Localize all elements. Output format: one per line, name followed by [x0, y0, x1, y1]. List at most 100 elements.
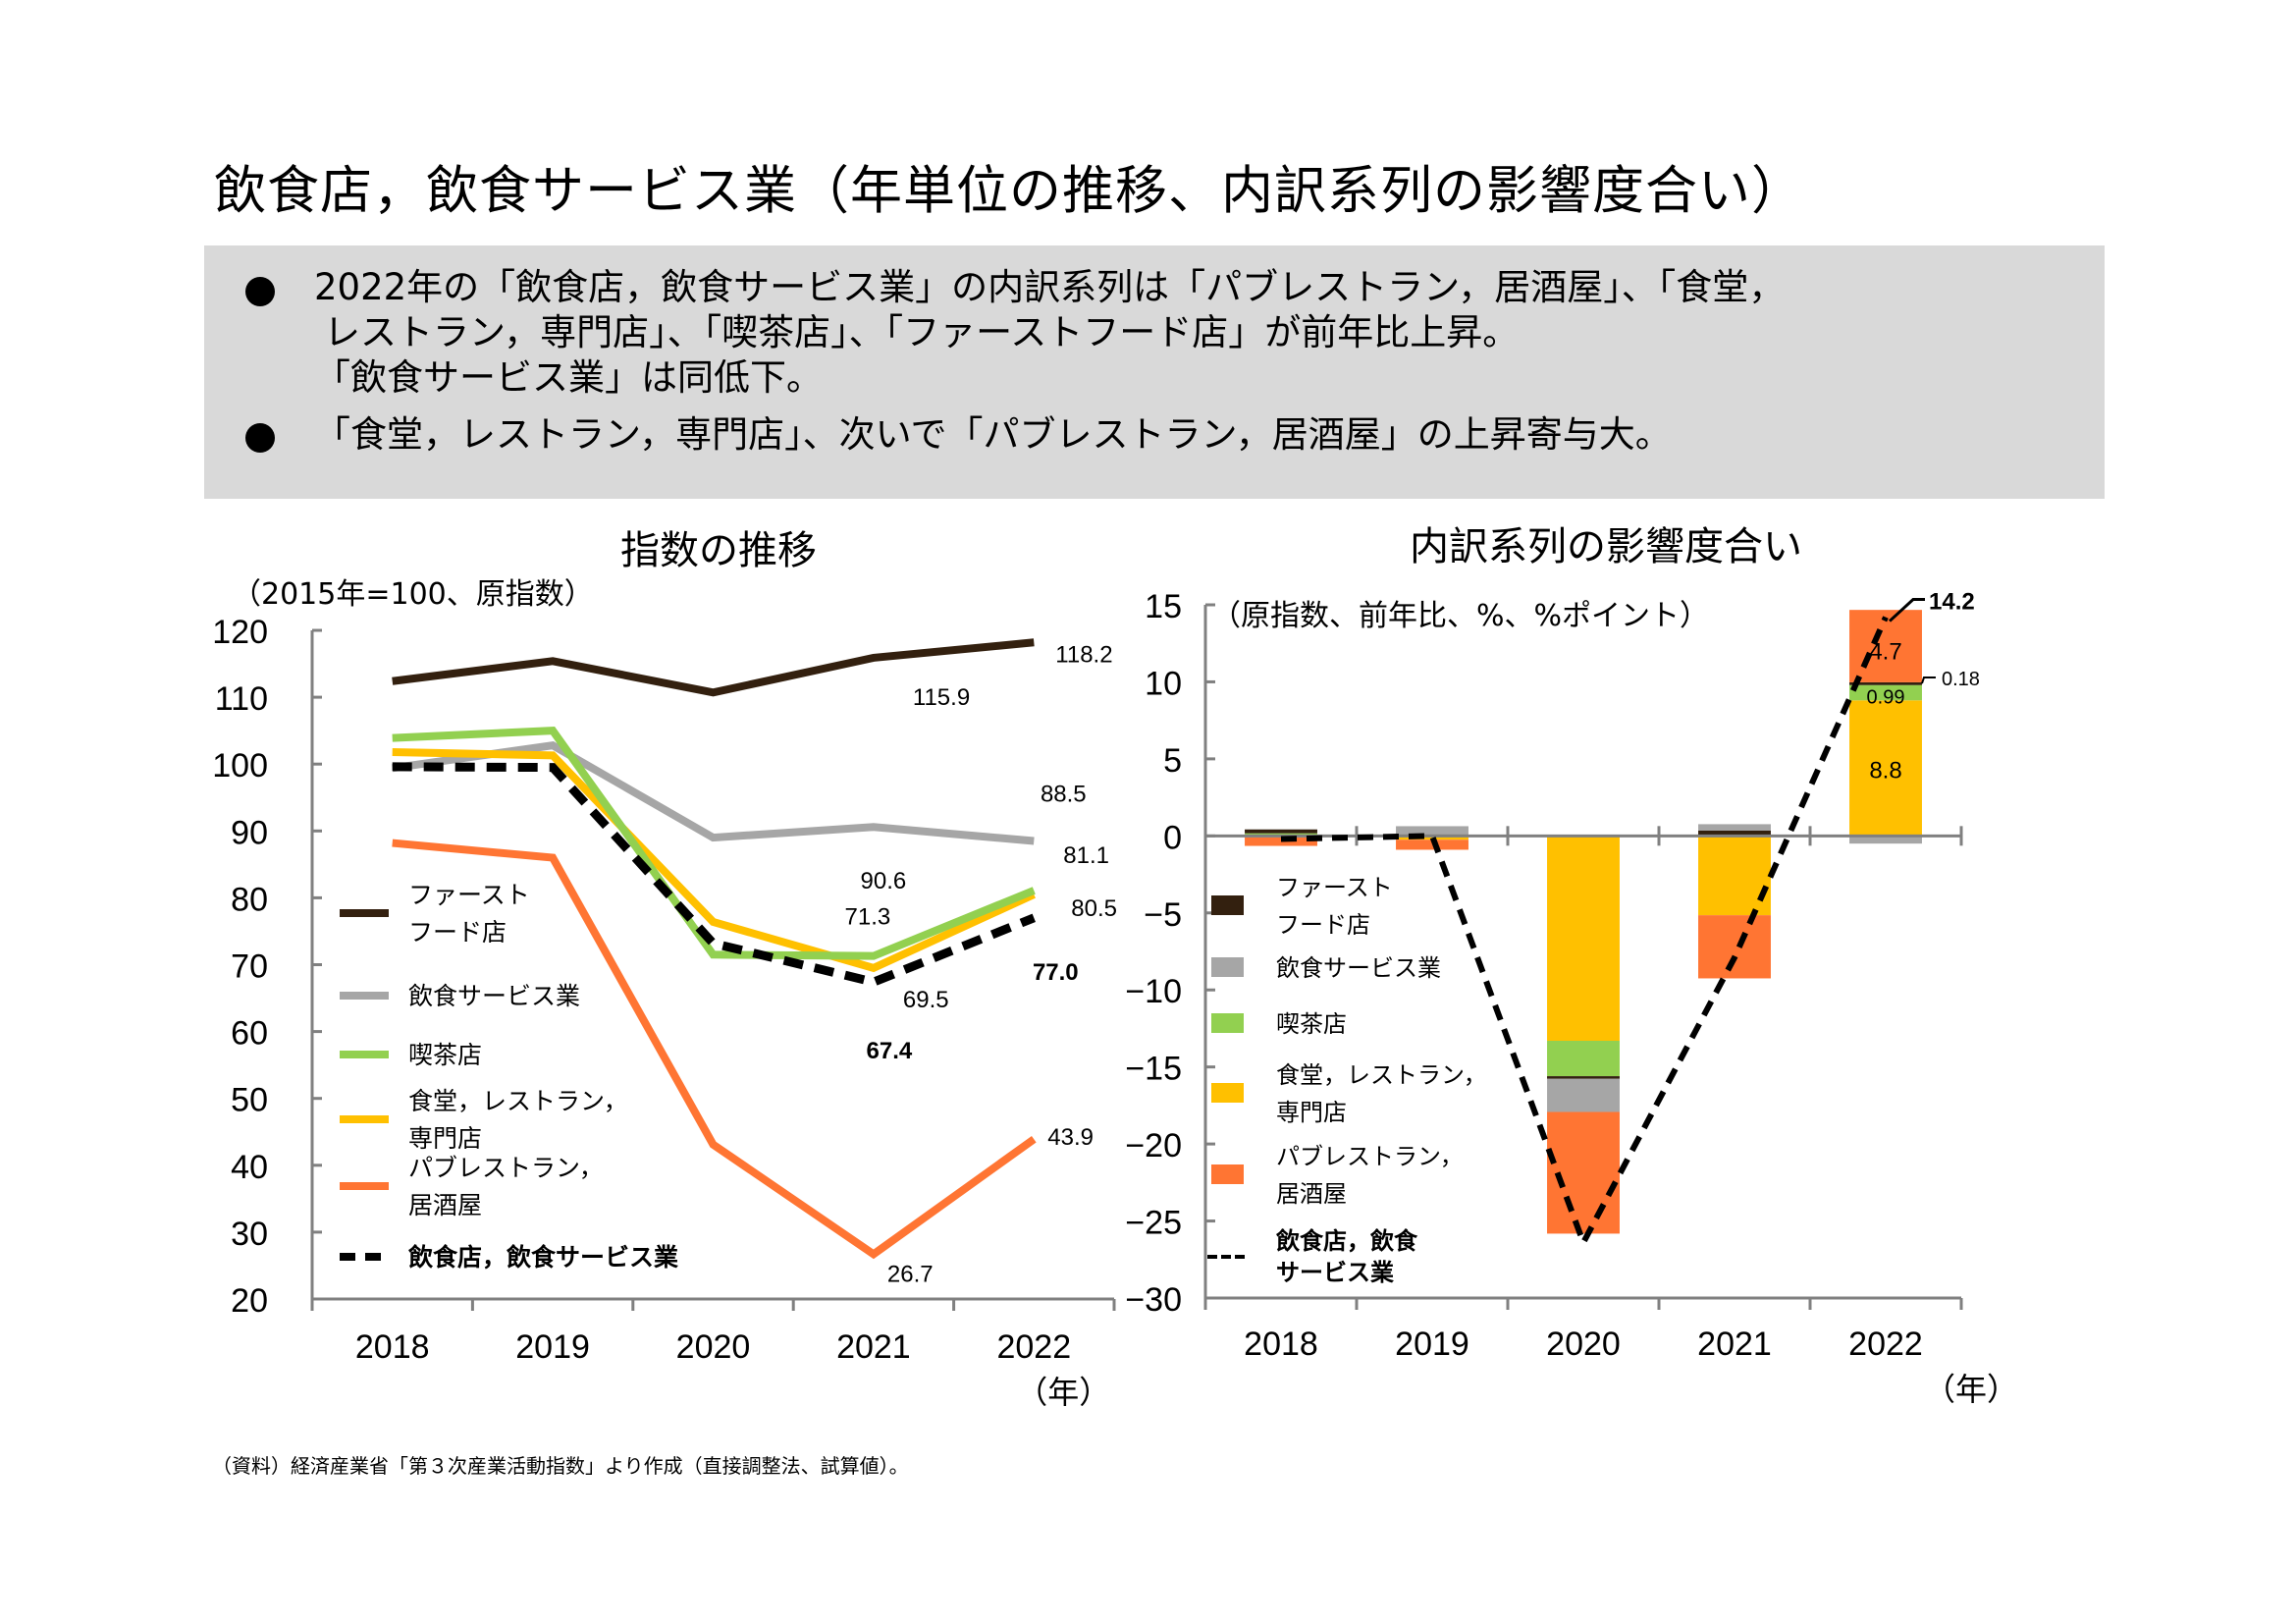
x-axis-label: （年）: [1924, 1372, 2018, 1407]
bar-segment-pub: [1849, 610, 1922, 682]
legend-label-pub: 居酒屋: [408, 1192, 482, 1219]
data-label: 77.0: [1033, 959, 1079, 986]
y-tick-label: 15: [1145, 588, 1182, 625]
bar-segment-cafe: [1849, 684, 1922, 701]
legend-label-total: サービス業: [1276, 1260, 1394, 1286]
legend-label-fast_food: フード店: [1276, 912, 1370, 939]
data-label: 115.9: [913, 684, 970, 711]
y-tick-label: −15: [1125, 1051, 1182, 1088]
legend-label-total: 飲食店，飲食: [1275, 1227, 1418, 1255]
y-tick-label: 20: [231, 1282, 268, 1320]
legend-label-fast_food: ファースト: [408, 882, 530, 909]
legend-label-pub: パブレストラン，: [408, 1155, 604, 1182]
y-tick-label: −10: [1125, 973, 1182, 1010]
bar-segment-food_service: [1547, 1078, 1620, 1112]
data-label: 26.7: [887, 1261, 934, 1287]
bar-segment-pub: [1396, 839, 1468, 850]
data-label: 81.1: [1063, 842, 1109, 869]
x-axis-label: （年）: [1016, 1375, 1110, 1410]
series-line-total: [392, 762, 1036, 987]
data-label: 0.99: [1867, 687, 1905, 709]
series-line-total: [1280, 616, 1889, 1250]
legend-swatch-restaurant: [1211, 1083, 1244, 1103]
data-label: 67.4: [867, 1038, 913, 1064]
x-tick-label: 2018: [1244, 1326, 1318, 1363]
page-title: 飲食店，飲食サービス業（年単位の推移、内訳系列の影響度合い）: [214, 161, 1804, 221]
legend-label-pub: パブレストラン，: [1276, 1144, 1464, 1170]
bar-segment-restaurant: [1396, 836, 1468, 840]
y-tick-label: 5: [1163, 742, 1182, 780]
legend-label-cafe: 喫茶店: [1276, 1011, 1347, 1038]
y-tick-label: −20: [1125, 1127, 1182, 1164]
legend-swatch-pub: [1211, 1164, 1244, 1184]
x-tick-label: 2021: [836, 1328, 911, 1366]
legend-label-food_service: 飲食サービス業: [408, 983, 580, 1010]
legend-label-fast_food: フード店: [408, 919, 507, 947]
series-line-fast_food: [392, 638, 1035, 697]
x-tick-label: 2021: [1697, 1326, 1772, 1363]
bar-segment-fast_food: [1245, 829, 1317, 834]
data-label: 14.2: [1929, 589, 1975, 616]
right-chart-unit-note: （原指数、前年比、%、%ポイント）: [1211, 599, 1710, 633]
legend-label-restaurant: 食堂，レストラン，: [408, 1088, 628, 1115]
y-tick-label: 110: [215, 680, 268, 718]
bar-segment-cafe: [1245, 833, 1317, 836]
legend-label-cafe: 喫茶店: [408, 1042, 482, 1069]
x-tick-label: 2022: [1848, 1326, 1923, 1363]
data-label: 69.5: [903, 987, 949, 1013]
x-tick-label: 2019: [515, 1328, 590, 1366]
y-tick-label: 70: [231, 948, 268, 986]
series-line-pub: [392, 839, 1037, 1260]
summary-line: レストラン，専門店」、「喫茶店」、「ファーストフード店」が前年比上昇。: [324, 311, 1520, 353]
y-tick-label: 120: [212, 614, 268, 651]
bullet-icon: [245, 277, 275, 306]
y-tick-label: 40: [231, 1149, 268, 1186]
legend-label-restaurant: 専門店: [1276, 1100, 1347, 1126]
bar-segment-food_service: [1396, 826, 1468, 835]
legend-label-restaurant: 専門店: [408, 1125, 482, 1153]
left-chart-title: 指数の推移: [620, 528, 817, 573]
leader-line: [1888, 598, 1925, 623]
bullet-icon: [245, 423, 275, 453]
bar-segment-restaurant: [1849, 700, 1922, 837]
y-tick-label: −25: [1125, 1205, 1182, 1242]
y-tick-label: 80: [231, 881, 268, 918]
summary-line: 「飲食サービス業」は同低下。: [314, 356, 823, 399]
summary-box: 2022年の「飲食店，飲食サービス業」の内訳系列は「パブレストラン，居酒屋」、「…: [204, 245, 2105, 499]
bar-segment-food_service: [1698, 824, 1771, 831]
data-label: 4.7: [1869, 638, 1901, 665]
y-tick-label: 90: [231, 814, 268, 851]
data-label: 90.6: [861, 868, 907, 894]
x-tick-label: 2018: [355, 1328, 430, 1366]
x-tick-label: 2020: [676, 1328, 751, 1366]
summary-line: 「食堂，レストラン，専門店」、次いで「パブレストラン，居酒屋」の上昇寄与大。: [314, 413, 1672, 456]
bar-segment-pub: [1698, 915, 1771, 979]
legend-swatch-cafe: [1211, 1013, 1244, 1033]
data-label: 8.8: [1869, 757, 1901, 784]
series-line-restaurant: [392, 747, 1036, 973]
data-label: 71.3: [845, 904, 891, 931]
legend-label-fast_food: ファースト: [1276, 875, 1393, 901]
right-chart-title: 内訳系列の影響度合い: [1410, 524, 1802, 569]
y-tick-label: −5: [1144, 896, 1182, 934]
bar-segment-fast_food: [1849, 681, 1922, 685]
data-label: 43.9: [1047, 1124, 1094, 1151]
bar-segment-restaurant: [1547, 836, 1620, 1041]
bar-segment-pub: [1245, 837, 1317, 846]
data-label: 0.18: [1942, 669, 1980, 690]
legend-label-total: 飲食店，飲食サービス業: [407, 1243, 678, 1272]
bar-segment-food_service: [1849, 836, 1922, 844]
data-label: 80.5: [1071, 895, 1117, 922]
bar-segment-restaurant: [1698, 836, 1771, 916]
legend-swatch-fast_food: [1211, 895, 1244, 915]
legend-label-restaurant: 食堂，レストラン，: [1276, 1062, 1487, 1089]
data-label: 88.5: [1041, 782, 1087, 808]
legend-label-food_service: 飲食サービス業: [1276, 955, 1441, 982]
legend-swatch-food_service: [1211, 957, 1244, 977]
x-tick-label: 2019: [1395, 1326, 1469, 1363]
bar-segment-fast_food: [1547, 1076, 1620, 1079]
y-tick-label: −30: [1125, 1281, 1182, 1319]
summary-line: 2022年の「飲食店，飲食サービス業」の内訳系列は「パブレストラン，居酒屋」、「…: [314, 266, 1786, 308]
